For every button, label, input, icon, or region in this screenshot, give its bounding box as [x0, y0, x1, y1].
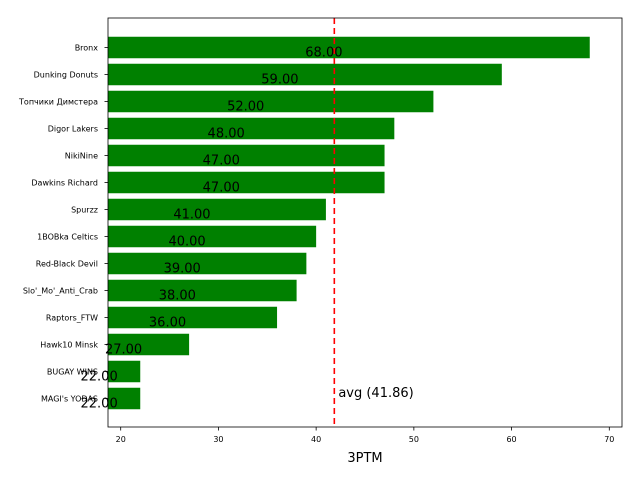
y-tick-label-5: Dawkins Richard [31, 179, 98, 188]
value-label-6: 41.00 [173, 208, 210, 223]
value-label-0: 68.00 [305, 46, 342, 61]
value-labels-group: 68.00 59.00 52.00 48.00 47.00 47.00 41.00 40.00… [81, 46, 343, 412]
y-tick-label-11: Hawk10 Minsk [40, 341, 98, 350]
bar-8 [108, 252, 307, 275]
bar-6 [108, 198, 326, 221]
value-label-1: 59.00 [261, 73, 298, 88]
x-tick-label-0: 20 [116, 435, 126, 444]
bar-7 [108, 225, 317, 248]
bar-10 [108, 306, 278, 329]
y-tick-label-7: 1BOBka Celtics [37, 233, 98, 242]
bar-2 [108, 90, 434, 113]
value-label-11: 27.00 [105, 343, 142, 358]
bar-3 [108, 117, 395, 140]
y-tick-label-13: MAGI's YODAS [41, 395, 98, 404]
plot-frame [107, 17, 623, 428]
bar-5 [108, 171, 385, 194]
bar-13 [108, 387, 141, 410]
x-tick-label-3: 50 [409, 435, 419, 444]
value-label-12: 22.00 [81, 370, 118, 385]
bar-4 [108, 144, 385, 167]
value-label-4: 47.00 [203, 154, 240, 169]
value-label-5: 47.00 [203, 181, 240, 196]
value-label-8: 39.00 [164, 262, 201, 277]
bar-9 [108, 279, 297, 302]
y-tick-label-2: Топчики Димстера [18, 98, 98, 107]
value-label-10: 36.00 [149, 316, 186, 331]
y-tick-label-4: NikiNine [65, 152, 98, 161]
x-tick-label-1: 30 [213, 435, 223, 444]
y-tick-label-10: Raptors_FTW [46, 314, 98, 323]
x-tick-label-2: 40 [311, 435, 321, 444]
y-tick-label-3: Digor Lakers [48, 125, 98, 134]
value-label-13: 22.00 [81, 397, 118, 412]
bar-12 [108, 360, 141, 383]
y-tick-label-12: BUGAY WINS [47, 368, 98, 377]
value-label-7: 40.00 [168, 235, 205, 250]
bars-group [108, 36, 590, 410]
bar-0 [108, 36, 590, 59]
y-tick-label-9: Slo'_Mo'_Anti_Crab [23, 287, 98, 296]
y-axis: Bronx Dunking Donuts Топчики Димстера Digor… [18, 44, 108, 404]
value-label-2: 52.00 [227, 100, 264, 115]
x-tick-label-4: 60 [506, 435, 516, 444]
y-tick-label-8: Red-Black Devil [36, 260, 98, 269]
bar-1 [108, 63, 502, 86]
x-tick-label-5: 70 [604, 435, 614, 444]
value-label-9: 38.00 [159, 289, 196, 304]
value-label-3: 48.00 [208, 127, 245, 142]
x-axis-label: 3PTM [347, 451, 382, 466]
y-tick-label-0: Bronx [75, 44, 99, 53]
bar-11 [108, 333, 190, 356]
y-tick-label-6: Spurzz [71, 206, 98, 215]
average-label: avg (41.86) [338, 386, 413, 401]
x-axis: 20 30 40 50 60 70 [116, 427, 614, 444]
y-tick-label-1: Dunking Donuts [34, 71, 98, 80]
